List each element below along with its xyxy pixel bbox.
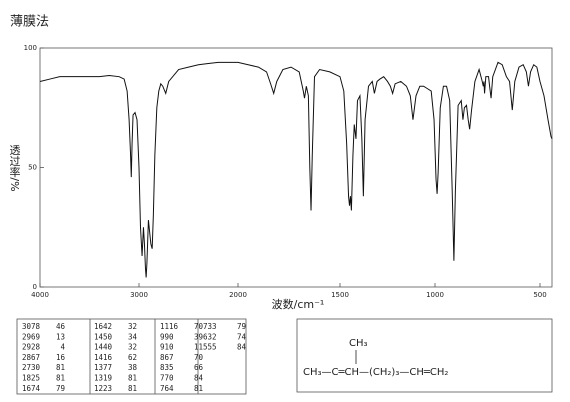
peak-transmittance: 84 (194, 374, 204, 383)
peak-transmittance: 13 (56, 332, 65, 341)
peak-transmittance: 39 (194, 332, 203, 341)
peak-wavenumber: 770 (160, 374, 174, 383)
peak-transmittance: 32 (128, 322, 137, 331)
x-axis-label: 波数/cm⁻¹ (272, 298, 325, 311)
peak-transmittance: 70 (194, 322, 204, 331)
peak-transmittance: 79 (237, 322, 246, 331)
peak-wavenumber: 910 (160, 343, 174, 352)
peak-wavenumber: 990 (160, 332, 174, 341)
peak-transmittance: 11 (194, 343, 203, 352)
y-tick-label: 50 (28, 164, 37, 172)
x-tick-label: 1000 (426, 291, 444, 299)
structure-branch: CH₃ (349, 338, 368, 349)
peak-wavenumber: 1116 (160, 322, 179, 331)
peak-wavenumber: 632 (203, 332, 217, 341)
peak-wavenumber: 555 (203, 343, 217, 352)
peak-wavenumber: 733 (203, 322, 217, 331)
peak-transmittance: 4 (60, 343, 65, 352)
peak-wavenumber: 1642 (94, 322, 112, 331)
peak-transmittance: 34 (128, 332, 138, 341)
x-tick-label: 500 (533, 291, 546, 299)
peak-transmittance: 70 (194, 353, 204, 362)
peak-wavenumber: 1440 (94, 343, 113, 352)
peak-wavenumber: 1377 (94, 363, 112, 372)
peak-wavenumber: 1450 (94, 332, 113, 341)
x-tick-label: 2000 (229, 291, 247, 299)
peak-wavenumber: 1223 (94, 384, 112, 393)
peak-wavenumber: 2730 (22, 363, 41, 372)
structure-formula: CH₃—C═CH—(CH₂)₃—CH═CH₂ (303, 367, 448, 378)
peak-wavenumber: 2867 (22, 353, 40, 362)
peak-transmittance: 81 (56, 374, 65, 383)
peak-transmittance: 81 (128, 374, 137, 383)
y-tick-label: 100 (24, 44, 37, 52)
peak-wavenumber: 1674 (22, 384, 41, 393)
peak-transmittance: 46 (56, 322, 66, 331)
peak-table-frame (16, 318, 247, 395)
peak-transmittance: 38 (128, 363, 138, 372)
spectrum-line (39, 61, 553, 278)
peak-wavenumber: 1825 (22, 374, 40, 383)
peak-wavenumber: 1416 (94, 353, 113, 362)
peak-transmittance: 74 (237, 332, 247, 341)
peak-wavenumber: 867 (160, 353, 174, 362)
chart-title: 薄膜法 (10, 15, 49, 30)
x-tick-label: 1500 (331, 291, 349, 299)
y-tick-label: 0 (33, 283, 37, 291)
x-tick-label: 4000 (31, 291, 49, 299)
peak-wavenumber: 2969 (22, 332, 40, 341)
peak-wavenumber: 764 (160, 384, 174, 393)
peak-transmittance: 66 (194, 363, 204, 372)
peak-transmittance: 79 (56, 384, 65, 393)
peak-transmittance: 62 (128, 353, 137, 362)
peak-transmittance: 81 (56, 363, 65, 372)
plot-frame (39, 47, 553, 288)
peak-transmittance: 32 (128, 343, 137, 352)
peak-wavenumber: 3078 (22, 322, 41, 331)
peak-transmittance: 84 (237, 343, 247, 352)
y-axis-label: 透过率/% (8, 144, 21, 191)
structure-frame (296, 318, 553, 393)
peak-transmittance: 81 (194, 384, 203, 393)
peak-transmittance: 16 (56, 353, 66, 362)
peak-wavenumber: 1319 (94, 374, 112, 383)
peak-wavenumber: 835 (160, 363, 174, 372)
x-tick-label: 3000 (130, 291, 148, 299)
peak-transmittance: 81 (128, 384, 137, 393)
peak-wavenumber: 2928 (22, 343, 41, 352)
